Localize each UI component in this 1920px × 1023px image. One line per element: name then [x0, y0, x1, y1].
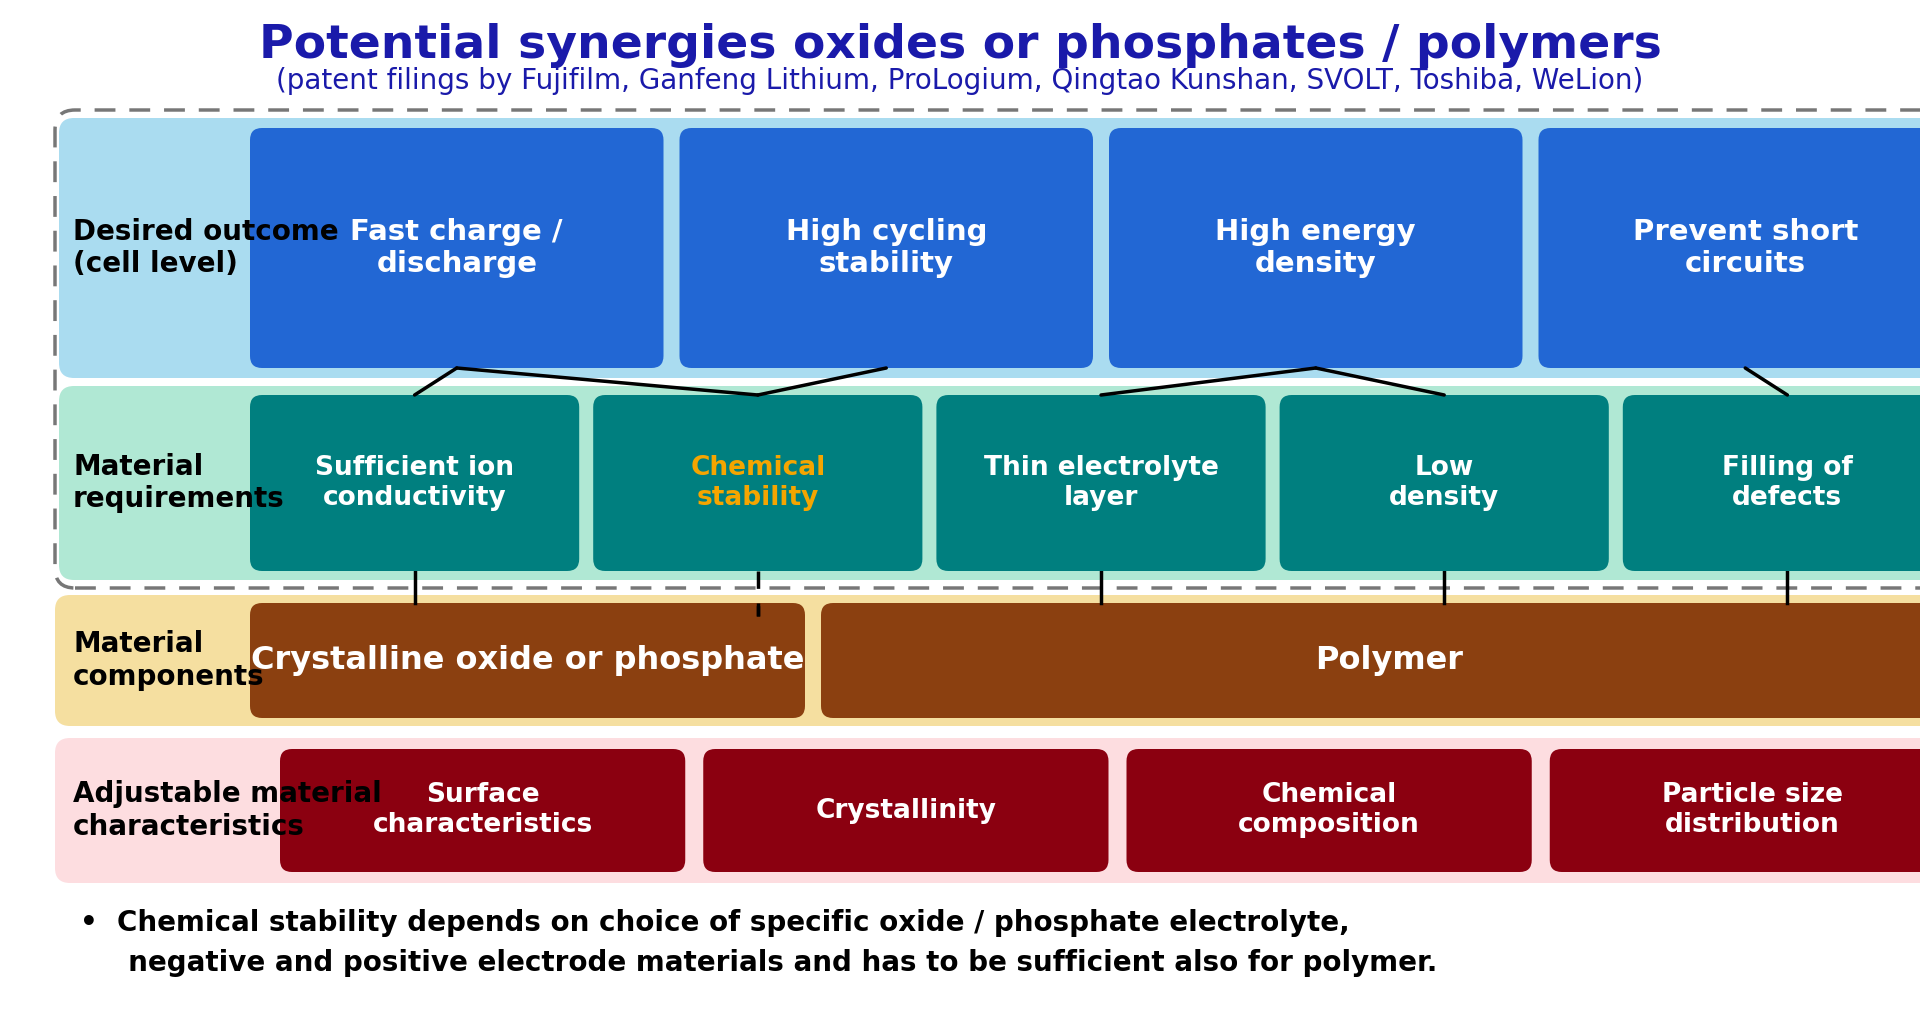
FancyBboxPatch shape: [280, 749, 685, 872]
FancyBboxPatch shape: [593, 395, 922, 571]
Text: negative and positive electrode materials and has to be sufficient also for poly: negative and positive electrode material…: [81, 949, 1438, 977]
FancyBboxPatch shape: [1110, 128, 1523, 368]
FancyBboxPatch shape: [1622, 395, 1920, 571]
Text: Crystallinity: Crystallinity: [816, 798, 996, 824]
Text: Thin electrolyte
layer: Thin electrolyte layer: [983, 455, 1219, 512]
Text: Fast charge /
discharge: Fast charge / discharge: [351, 218, 563, 278]
FancyBboxPatch shape: [1279, 395, 1609, 571]
FancyBboxPatch shape: [60, 118, 1920, 379]
FancyBboxPatch shape: [1538, 128, 1920, 368]
Text: Prevent short
circuits: Prevent short circuits: [1632, 218, 1859, 278]
Text: Chemical
composition: Chemical composition: [1238, 783, 1421, 839]
FancyBboxPatch shape: [680, 128, 1092, 368]
Text: High cycling
stability: High cycling stability: [785, 218, 987, 278]
FancyBboxPatch shape: [1127, 749, 1532, 872]
Text: Potential synergies oxides or phosphates / polymers: Potential synergies oxides or phosphates…: [259, 23, 1661, 68]
FancyBboxPatch shape: [1549, 749, 1920, 872]
FancyBboxPatch shape: [60, 386, 1920, 580]
Text: High energy
density: High energy density: [1215, 218, 1417, 278]
Text: (patent filings by Fujifilm, Ganfeng Lithium, ProLogium, Qingtao Kunshan, SVOLT,: (patent filings by Fujifilm, Ganfeng Lit…: [276, 66, 1644, 95]
FancyBboxPatch shape: [250, 395, 580, 571]
Text: Filling of
defects: Filling of defects: [1722, 455, 1853, 512]
FancyBboxPatch shape: [822, 603, 1920, 718]
Text: Low
density: Low density: [1388, 455, 1500, 512]
Text: Material
components: Material components: [73, 630, 265, 691]
FancyBboxPatch shape: [250, 128, 664, 368]
Text: •  Chemical stability depends on choice of specific oxide / phosphate electrolyt: • Chemical stability depends on choice o…: [81, 909, 1350, 937]
Text: Polymer: Polymer: [1315, 644, 1463, 676]
Text: Adjustable material
characteristics: Adjustable material characteristics: [73, 781, 382, 841]
Text: Desired outcome
(cell level): Desired outcome (cell level): [73, 218, 338, 278]
Text: Particle size
distribution: Particle size distribution: [1663, 783, 1843, 839]
FancyBboxPatch shape: [56, 595, 1920, 726]
Text: Sufficient ion
conductivity: Sufficient ion conductivity: [315, 455, 515, 512]
FancyBboxPatch shape: [56, 738, 1920, 883]
Text: Surface
characteristics: Surface characteristics: [372, 783, 593, 839]
FancyBboxPatch shape: [703, 749, 1108, 872]
Text: Chemical
stability: Chemical stability: [689, 455, 826, 512]
FancyBboxPatch shape: [250, 603, 804, 718]
Text: Material
requirements: Material requirements: [73, 453, 284, 514]
FancyBboxPatch shape: [937, 395, 1265, 571]
Text: Crystalline oxide or phosphate: Crystalline oxide or phosphate: [252, 644, 804, 676]
